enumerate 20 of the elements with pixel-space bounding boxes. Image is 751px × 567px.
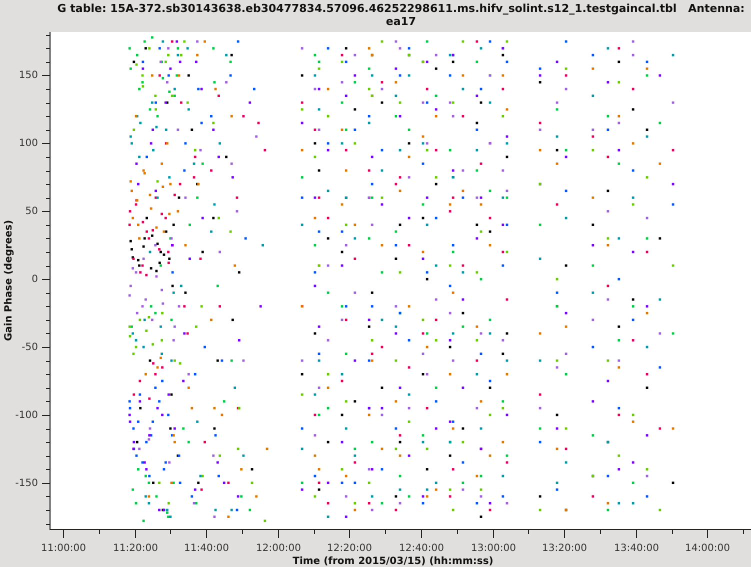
chart-title: G table: 15A-372.sb30143638.eb30477834.57096.46252298611.ms.hifv_solint.s12_1.testgaincal.tbl Antenna: ea17: [57, 2, 745, 28]
y-tick-label: 50: [25, 206, 38, 217]
y-tick-label: 100: [18, 138, 38, 149]
x-tick-label: 11:20:00: [113, 543, 158, 554]
x-tick-label: 13:40:00: [614, 543, 659, 554]
x-tick-label: 13:20:00: [542, 543, 587, 554]
x-tick-label: 14:00:00: [685, 543, 730, 554]
x-axis-title: Time (from 2015/03/15) (hh:mm:ss): [292, 556, 494, 567]
x-tick-label: 12:00:00: [256, 543, 301, 554]
y-axis-title: Gain Phase (degrees): [4, 220, 14, 342]
y-tick-label: 0: [32, 274, 38, 285]
y-tick-label: -150: [15, 478, 38, 489]
x-tick-label: 11:40:00: [184, 543, 229, 554]
x-tick-label: 12:40:00: [399, 543, 444, 554]
x-tick-label: 12:20:00: [327, 543, 372, 554]
y-tick-label: 150: [18, 70, 38, 81]
x-tick-label: 11:00:00: [41, 543, 86, 554]
x-tick-label: 13:00:00: [471, 543, 516, 554]
y-tick-label: -50: [22, 342, 38, 353]
y-tick-label: -100: [15, 410, 38, 421]
